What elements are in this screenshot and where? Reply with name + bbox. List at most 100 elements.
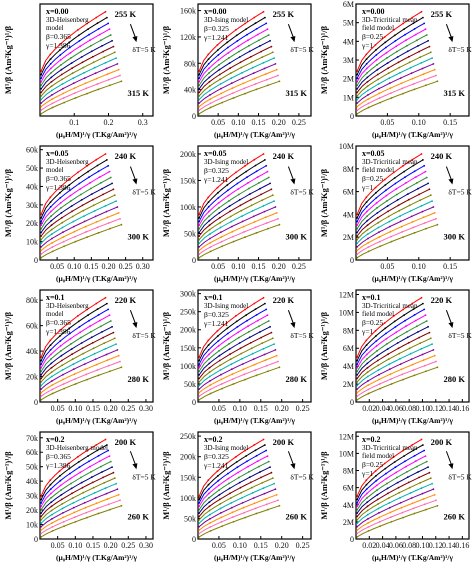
data-point	[84, 82, 87, 85]
x-tick-label: 0.15	[443, 118, 457, 127]
data-point	[198, 519, 200, 521]
y-tick-label: 10k	[26, 238, 38, 247]
data-point	[425, 34, 428, 36]
data-point	[390, 240, 393, 243]
data-point	[218, 212, 221, 214]
isotherm-line	[198, 499, 279, 534]
data-point	[225, 462, 228, 465]
isotherm-line	[356, 75, 437, 111]
x-tick-label: 0.20	[272, 262, 286, 271]
temperature-step-label: δT=5 K	[448, 188, 472, 197]
data-point	[411, 158, 414, 161]
data-point	[409, 210, 412, 212]
data-point	[231, 373, 234, 376]
arrow-head	[132, 322, 138, 329]
data-point	[85, 373, 88, 376]
data-point	[385, 46, 387, 49]
data-point	[278, 366, 281, 369]
x-tick-label: 0.10	[231, 262, 245, 271]
data-point	[58, 470, 61, 472]
data-point	[414, 319, 417, 322]
data-point	[208, 375, 211, 378]
data-point	[81, 61, 84, 64]
data-point	[375, 191, 377, 194]
data-point	[397, 61, 400, 64]
data-point	[106, 16, 108, 19]
data-point	[262, 205, 265, 207]
data-point	[422, 216, 425, 219]
isotherm-line	[198, 332, 272, 379]
top-temperature-label: 240 K	[431, 151, 453, 161]
model-label: 3D-Ising model	[204, 16, 248, 24]
data-point	[67, 322, 70, 324]
data-point	[262, 487, 265, 490]
data-point	[49, 205, 52, 208]
isotherm-line	[356, 332, 430, 379]
data-point	[356, 377, 358, 380]
x-tick-label: 0.25	[121, 404, 135, 413]
data-point	[73, 511, 76, 514]
arrow-head	[448, 36, 454, 43]
data-point	[107, 364, 110, 367]
data-point	[253, 77, 256, 80]
composition-label: x=0.2	[46, 435, 65, 444]
data-point	[97, 512, 100, 515]
data-point	[366, 72, 368, 74]
data-point	[410, 497, 413, 499]
y-tick-label: 200k	[180, 150, 196, 159]
data-point	[80, 476, 82, 479]
x-tick-label: 0.20	[275, 404, 289, 413]
data-point	[220, 383, 223, 385]
isotherm-line	[356, 17, 424, 75]
data-point	[83, 71, 85, 74]
data-point	[258, 325, 260, 328]
data-point	[50, 89, 53, 92]
data-point	[253, 363, 256, 366]
data-point	[238, 481, 241, 484]
temperature-step-label: δT=5 K	[290, 188, 314, 197]
isotherm-line	[40, 200, 117, 244]
x-tick-label: 0.05	[380, 262, 394, 271]
data-point	[264, 302, 266, 305]
data-point	[198, 98, 200, 101]
data-point	[207, 62, 210, 65]
isotherm-line	[356, 28, 426, 83]
data-point	[198, 391, 200, 394]
y-axis-label: M¹/β (Am²Kg⁻¹)¹/β	[3, 168, 13, 237]
data-point	[50, 76, 53, 79]
exponent-label: β=0.325	[204, 452, 229, 461]
data-point	[367, 98, 370, 100]
data-point	[255, 314, 258, 316]
data-point	[271, 194, 274, 197]
data-point	[208, 224, 211, 227]
data-point	[405, 465, 407, 468]
data-point	[365, 348, 368, 351]
data-point	[377, 503, 380, 505]
data-point	[366, 366, 369, 369]
data-point	[51, 102, 54, 105]
y-tick-label: 1M	[343, 93, 354, 102]
data-point	[40, 384, 42, 387]
data-point	[237, 471, 240, 474]
data-point	[67, 178, 70, 181]
data-point	[419, 56, 422, 59]
isotherm-line	[40, 17, 108, 75]
data-point	[50, 496, 52, 499]
data-point	[356, 495, 358, 498]
data-point	[61, 78, 64, 81]
data-point	[62, 373, 64, 376]
data-point	[207, 196, 210, 199]
data-point	[241, 215, 243, 217]
data-point	[235, 320, 238, 323]
data-point	[101, 187, 103, 190]
data-point	[375, 479, 378, 482]
data-point	[417, 331, 419, 333]
data-point	[249, 198, 252, 201]
data-point	[376, 212, 379, 214]
data-point	[401, 511, 404, 514]
data-point	[420, 296, 423, 299]
data-point	[74, 240, 77, 243]
model-label: model	[46, 166, 64, 174]
data-point	[49, 483, 52, 486]
data-point	[73, 373, 76, 376]
